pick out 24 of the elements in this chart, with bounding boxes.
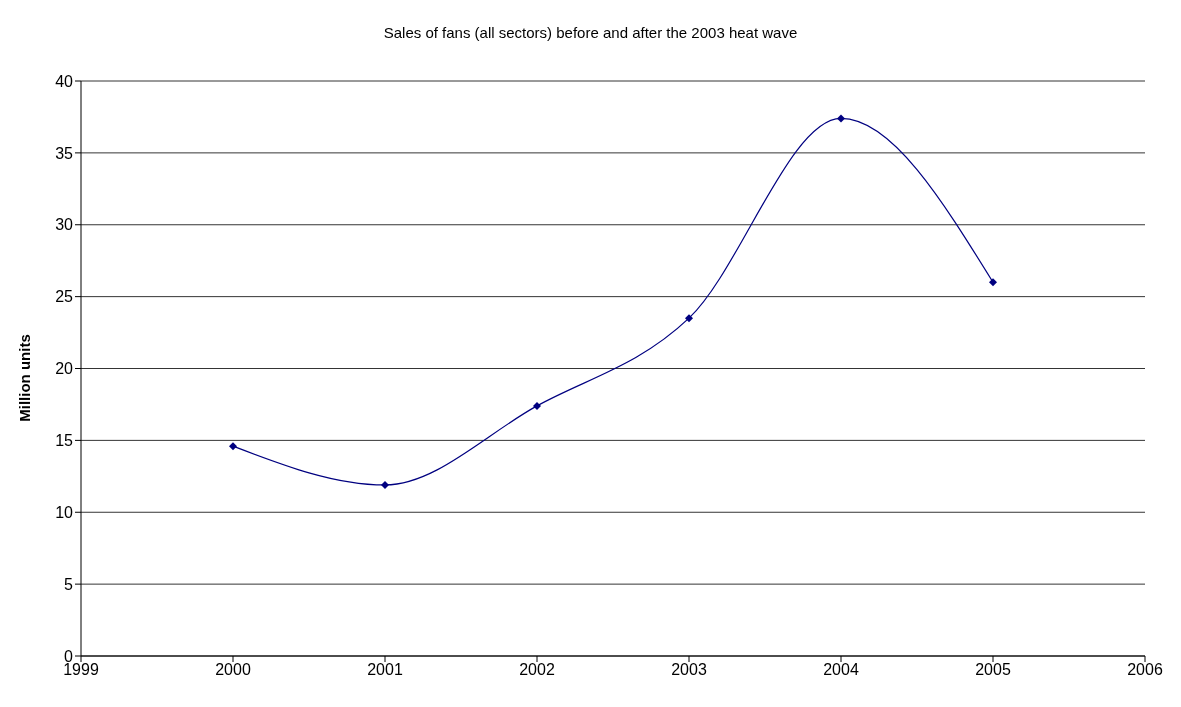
point (837, 114, 845, 123)
x-tick-label: 2006 (1127, 661, 1163, 679)
x-tick-label: 1999 (63, 661, 99, 679)
x-tick-label: 2002 (519, 661, 555, 679)
point (989, 278, 997, 287)
point (533, 401, 541, 410)
x-tick-label: 2005 (975, 661, 1011, 679)
y-tick-label: 30 (55, 216, 74, 234)
y-tick-label: 5 (64, 575, 74, 593)
point (381, 480, 389, 489)
y-tick-label: 25 (55, 288, 74, 306)
y-tick-label: 15 (55, 432, 74, 450)
x-tick-label: 2003 (671, 661, 707, 679)
y-tick-label: 35 (55, 144, 74, 162)
point (229, 442, 237, 451)
point (685, 314, 693, 323)
x-tick-label: 2000 (215, 661, 251, 679)
chart-title: Sales of fans (all sectors) before and after the 2003 heat wave (382, 24, 799, 41)
y-tick-label: 10 (55, 503, 74, 521)
y-tick-label: 20 (55, 360, 74, 378)
x-tick-label: 2004 (823, 661, 859, 679)
y-tick-label: 40 (55, 72, 74, 90)
x-tick-label: 2001 (367, 661, 403, 679)
y-axis-title: Million units (15, 334, 33, 422)
